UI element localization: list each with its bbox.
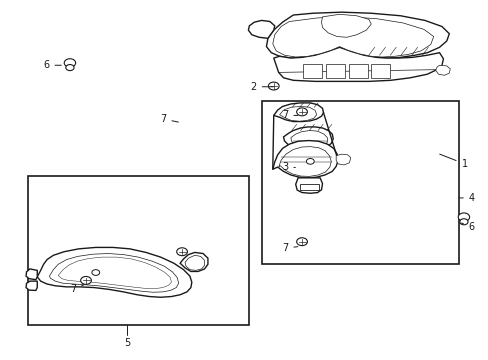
Bar xyxy=(27,176,249,325)
Polygon shape xyxy=(272,140,337,178)
FancyBboxPatch shape xyxy=(326,64,344,78)
Circle shape xyxy=(268,82,279,90)
Circle shape xyxy=(66,64,74,71)
Text: 7: 7 xyxy=(160,114,178,124)
Polygon shape xyxy=(290,131,327,149)
Text: 5: 5 xyxy=(124,338,130,348)
Circle shape xyxy=(64,59,76,67)
Text: 7: 7 xyxy=(282,111,297,121)
FancyBboxPatch shape xyxy=(348,64,367,78)
Circle shape xyxy=(176,248,187,256)
Text: 6: 6 xyxy=(461,222,474,231)
Text: 4: 4 xyxy=(458,193,474,203)
FancyBboxPatch shape xyxy=(370,64,389,78)
Circle shape xyxy=(296,108,307,116)
Text: 2: 2 xyxy=(250,82,273,92)
Circle shape xyxy=(306,158,314,164)
Circle shape xyxy=(459,219,467,225)
Text: 7: 7 xyxy=(282,243,297,253)
Circle shape xyxy=(81,276,91,284)
Polygon shape xyxy=(49,253,178,292)
Polygon shape xyxy=(266,12,448,58)
Text: 3: 3 xyxy=(282,162,295,172)
Polygon shape xyxy=(272,17,433,57)
Bar xyxy=(261,101,458,264)
Circle shape xyxy=(92,270,100,275)
Polygon shape xyxy=(273,103,323,122)
Polygon shape xyxy=(248,21,274,39)
FancyBboxPatch shape xyxy=(303,64,321,78)
Circle shape xyxy=(296,238,307,246)
Polygon shape xyxy=(278,147,330,176)
Polygon shape xyxy=(295,178,322,193)
Text: 6: 6 xyxy=(43,60,61,70)
Polygon shape xyxy=(321,14,370,37)
Polygon shape xyxy=(273,47,443,81)
Text: 7: 7 xyxy=(70,284,83,294)
Polygon shape xyxy=(435,65,449,75)
Polygon shape xyxy=(26,281,37,291)
Polygon shape xyxy=(283,127,332,150)
Text: 1: 1 xyxy=(439,154,467,169)
Polygon shape xyxy=(279,107,316,121)
Polygon shape xyxy=(335,154,350,165)
Polygon shape xyxy=(26,269,37,280)
Polygon shape xyxy=(37,247,191,297)
Polygon shape xyxy=(58,257,171,289)
Circle shape xyxy=(457,213,468,221)
Polygon shape xyxy=(184,255,204,270)
Bar xyxy=(299,184,319,190)
Polygon shape xyxy=(180,252,207,271)
